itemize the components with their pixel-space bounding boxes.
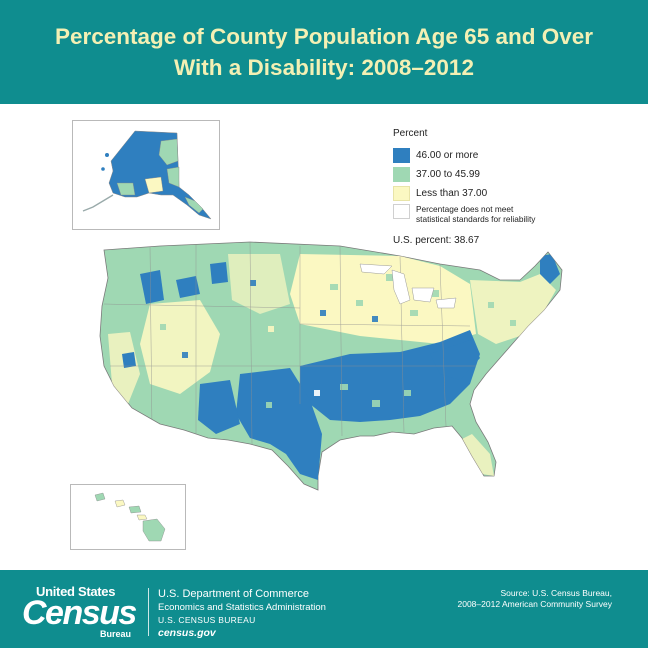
source-note: Source: U.S. Census Bureau, 2008–2012 Am… bbox=[458, 588, 613, 610]
legend-title: Percent bbox=[393, 128, 428, 139]
source-line-1: Source: U.S. Census Bureau, bbox=[500, 588, 612, 598]
legend: Percent 46.00 or more 37.00 to 45.99 Les… bbox=[393, 128, 633, 232]
department-block: U.S. Department of Commerce Economics an… bbox=[158, 588, 326, 640]
legend-item-mid: 37.00 to 45.99 bbox=[393, 166, 633, 183]
legend-label-mid: 37.00 to 45.99 bbox=[416, 169, 480, 180]
legend-label-low: Less than 37.00 bbox=[416, 188, 488, 199]
hawaii-map bbox=[94, 492, 166, 542]
us-percent-label: U.S. percent: 38.67 bbox=[393, 235, 480, 246]
legend-swatch-high bbox=[393, 148, 410, 163]
map-title-line-1: Percentage of County Population Age 65 a… bbox=[54, 24, 593, 49]
map-title-line-2: With a Disability: 2008–2012 bbox=[174, 55, 474, 80]
legend-label-high: 46.00 or more bbox=[416, 150, 479, 161]
legend-note-line-2: statistical standards for reliability bbox=[416, 214, 536, 224]
legend-label-unreliable: Percentage does not meet statistical sta… bbox=[416, 204, 535, 224]
hawaii-inset bbox=[70, 484, 186, 550]
logo-census: Census bbox=[22, 594, 137, 632]
footer-banner: United States Census Bureau U.S. Departm… bbox=[0, 570, 648, 648]
legend-swatch-mid bbox=[393, 167, 410, 182]
legend-item-high: 46.00 or more bbox=[393, 147, 633, 164]
dept-name: U.S. Department of Commerce bbox=[158, 588, 309, 600]
legend-note-line-1: Percentage does not meet bbox=[416, 204, 514, 214]
legend-item-unreliable: Percentage does not meet statistical sta… bbox=[393, 204, 633, 230]
bureau-name: U.S. CENSUS BUREAU bbox=[158, 615, 256, 625]
admin-name: Economics and Statistics Administration bbox=[158, 602, 326, 613]
logo-bureau: Bureau bbox=[100, 629, 132, 639]
conus-choropleth bbox=[99, 241, 563, 491]
legend-swatch-unreliable bbox=[393, 204, 410, 219]
county-map bbox=[0, 104, 648, 570]
census-gov-link[interactable]: census.gov bbox=[158, 627, 216, 639]
alaska-inset bbox=[72, 120, 220, 230]
alaska-map bbox=[82, 130, 212, 220]
source-line-2: 2008–2012 American Community Survey bbox=[457, 599, 613, 609]
census-logo: United States Census Bureau bbox=[22, 584, 142, 640]
header-banner: Percentage of County Population Age 65 a… bbox=[0, 0, 648, 104]
footer-divider bbox=[148, 588, 149, 636]
legend-item-low: Less than 37.00 bbox=[393, 185, 633, 202]
legend-swatch-low bbox=[393, 186, 410, 201]
logo-united-states: United States bbox=[36, 584, 116, 599]
